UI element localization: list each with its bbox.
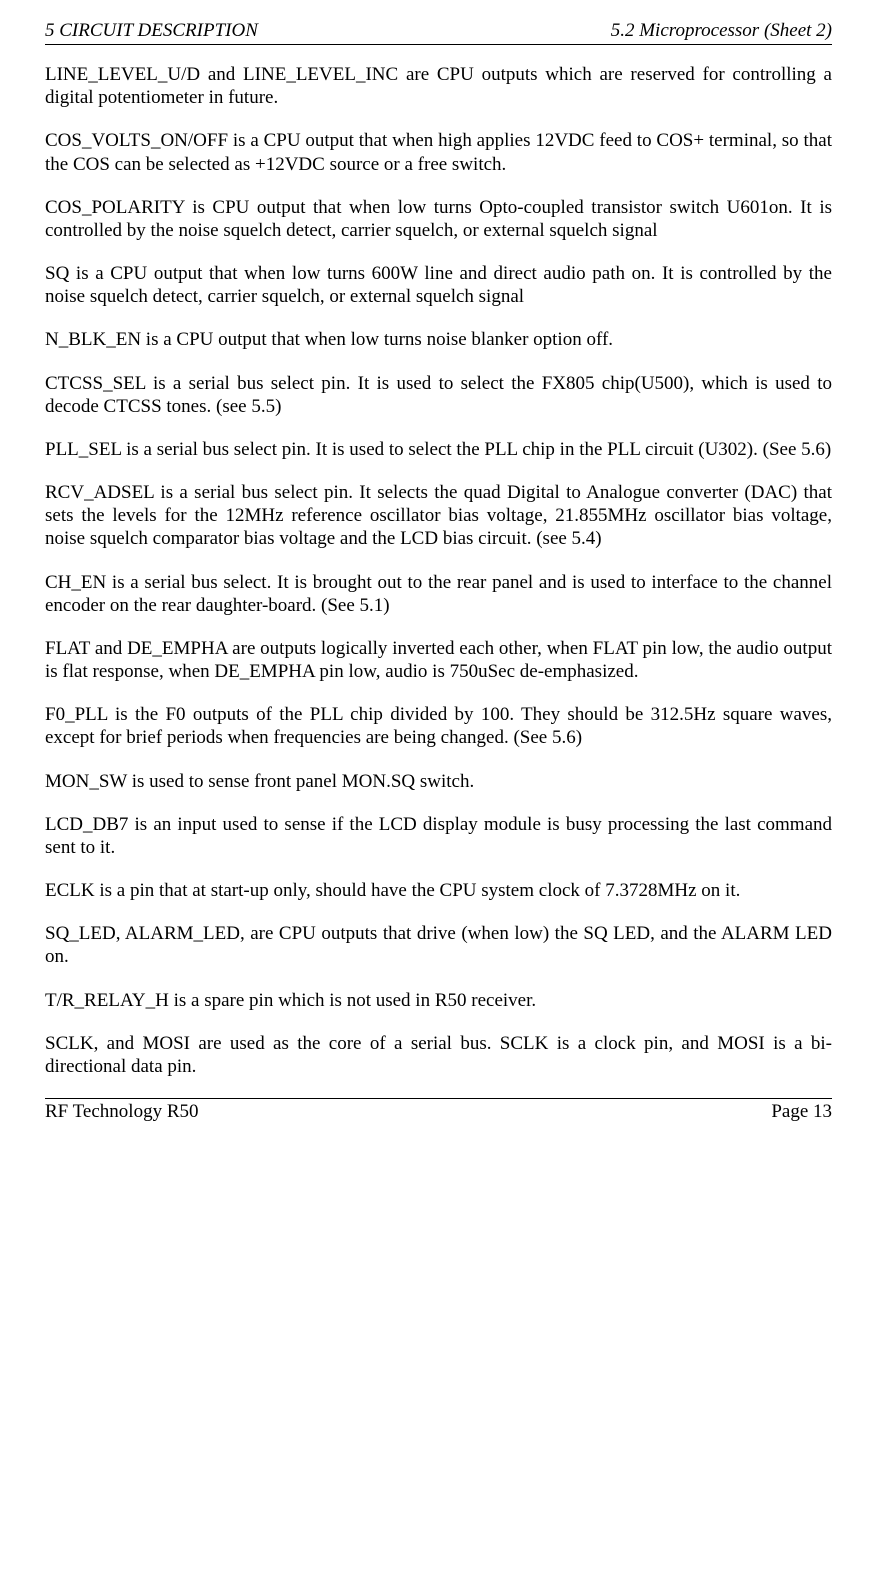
paragraph: F0_PLL is the F0 outputs of the PLL chip… [45, 703, 832, 749]
paragraph: MON_SW is used to sense front panel MON.… [45, 770, 832, 793]
footer-divider [45, 1098, 832, 1099]
paragraph: SQ_LED, ALARM_LED, are CPU outputs that … [45, 922, 832, 968]
paragraph: CH_EN is a serial bus select. It is brou… [45, 571, 832, 617]
header-divider [45, 44, 832, 45]
paragraph: T/R_RELAY_H is a spare pin which is not … [45, 989, 832, 1012]
paragraph: CTCSS_SEL is a serial bus select pin. It… [45, 372, 832, 418]
paragraph: FLAT and DE_EMPHA are outputs logically … [45, 637, 832, 683]
paragraph: PLL_SEL is a serial bus select pin. It i… [45, 438, 832, 461]
paragraph: LCD_DB7 is an input used to sense if the… [45, 813, 832, 859]
paragraph: SCLK, and MOSI are used as the core of a… [45, 1032, 832, 1078]
footer-left: RF Technology R50 [45, 1101, 199, 1123]
paragraph: ECLK is a pin that at start-up only, sho… [45, 879, 832, 902]
header-left: 5 CIRCUIT DESCRIPTION [45, 20, 258, 42]
document-page: 5 CIRCUIT DESCRIPTION 5.2 Microprocessor… [0, 0, 877, 1143]
header-right: 5.2 Microprocessor (Sheet 2) [611, 20, 832, 42]
page-header: 5 CIRCUIT DESCRIPTION 5.2 Microprocessor… [45, 20, 832, 42]
paragraph: LINE_LEVEL_U/D and LINE_LEVEL_INC are CP… [45, 63, 832, 109]
paragraph: N_BLK_EN is a CPU output that when low t… [45, 328, 832, 351]
paragraph: COS_VOLTS_ON/OFF is a CPU output that wh… [45, 129, 832, 175]
paragraph: COS_POLARITY is CPU output that when low… [45, 196, 832, 242]
paragraph: SQ is a CPU output that when low turns 6… [45, 262, 832, 308]
page-footer: RF Technology R50 Page 13 [45, 1101, 832, 1123]
paragraph: RCV_ADSEL is a serial bus select pin. It… [45, 481, 832, 551]
footer-right: Page 13 [771, 1101, 832, 1123]
